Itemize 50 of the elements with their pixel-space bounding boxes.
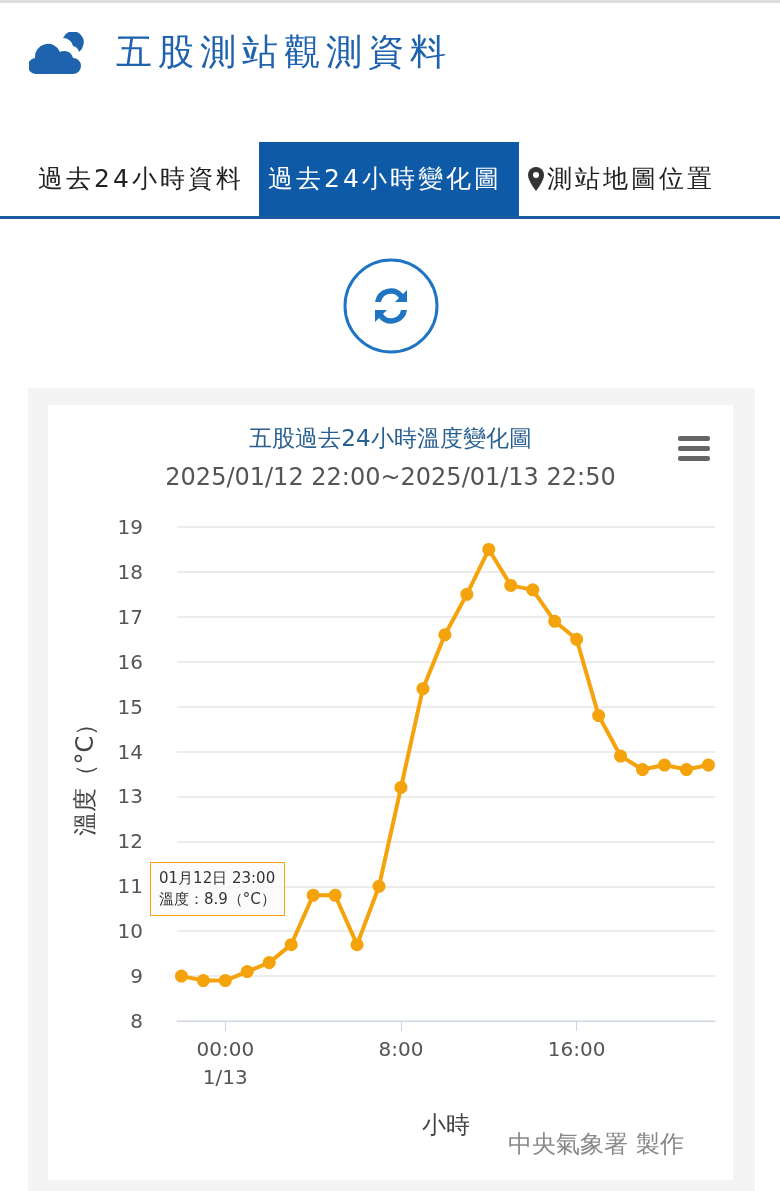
point xyxy=(306,888,320,902)
x-tick-label: 16:00 xyxy=(547,1037,606,1061)
point xyxy=(460,587,474,601)
point xyxy=(636,763,650,777)
point xyxy=(482,542,496,556)
point xyxy=(504,578,518,592)
point xyxy=(196,974,210,988)
y-tick-label: 15 xyxy=(117,694,143,719)
point xyxy=(701,758,715,772)
point xyxy=(416,682,430,696)
annotation: 01月12日 23:00 溫度：8.9（°C） xyxy=(150,862,285,916)
point xyxy=(526,583,540,597)
y-axis-title: 溫度（°C） xyxy=(71,711,99,837)
y-tick-label: 9 xyxy=(130,964,143,989)
point xyxy=(372,879,386,893)
point xyxy=(284,938,298,952)
text: 測站地圖位置 xyxy=(547,163,715,195)
y-tick-label: 11 xyxy=(117,874,143,899)
x-tick-label: 00:00 1/13 xyxy=(196,1037,255,1089)
y-tick-label: 18 xyxy=(117,559,143,584)
text: 中央氣象署 製作 xyxy=(508,1129,684,1160)
point xyxy=(394,780,408,794)
point xyxy=(262,956,276,970)
x-tick-label: 8:00 xyxy=(378,1037,424,1061)
point xyxy=(350,938,364,952)
point xyxy=(328,888,342,902)
text: 過去24小時變化圖 xyxy=(268,163,502,195)
y-tick-label: 12 xyxy=(117,829,143,854)
point xyxy=(548,614,562,628)
y-tick-label: 16 xyxy=(117,649,143,674)
y-tick-label: 8 xyxy=(130,1009,143,1033)
text: 過去24小時資料 xyxy=(38,163,244,195)
text: 五股測站觀測資料 xyxy=(116,30,452,74)
point xyxy=(240,965,254,979)
y-tick-label: 13 xyxy=(117,784,143,809)
y-tick-label: 10 xyxy=(117,919,143,944)
point xyxy=(679,763,693,777)
point xyxy=(438,628,452,642)
point xyxy=(592,709,606,723)
chart-subtitle: 2025/01/12 22:00~2025/01/13 22:50 xyxy=(165,463,616,491)
point xyxy=(218,974,232,988)
y-tick-label: 19 xyxy=(117,515,143,539)
chart-title: 五股過去24小時溫度變化圖 xyxy=(249,424,532,451)
point xyxy=(570,632,584,646)
point xyxy=(614,749,628,763)
y-tick-label: 14 xyxy=(117,739,143,764)
point xyxy=(174,969,188,983)
point xyxy=(658,758,671,772)
x-axis-title: 小時 xyxy=(422,1111,470,1139)
y-tick-label: 17 xyxy=(117,604,143,629)
